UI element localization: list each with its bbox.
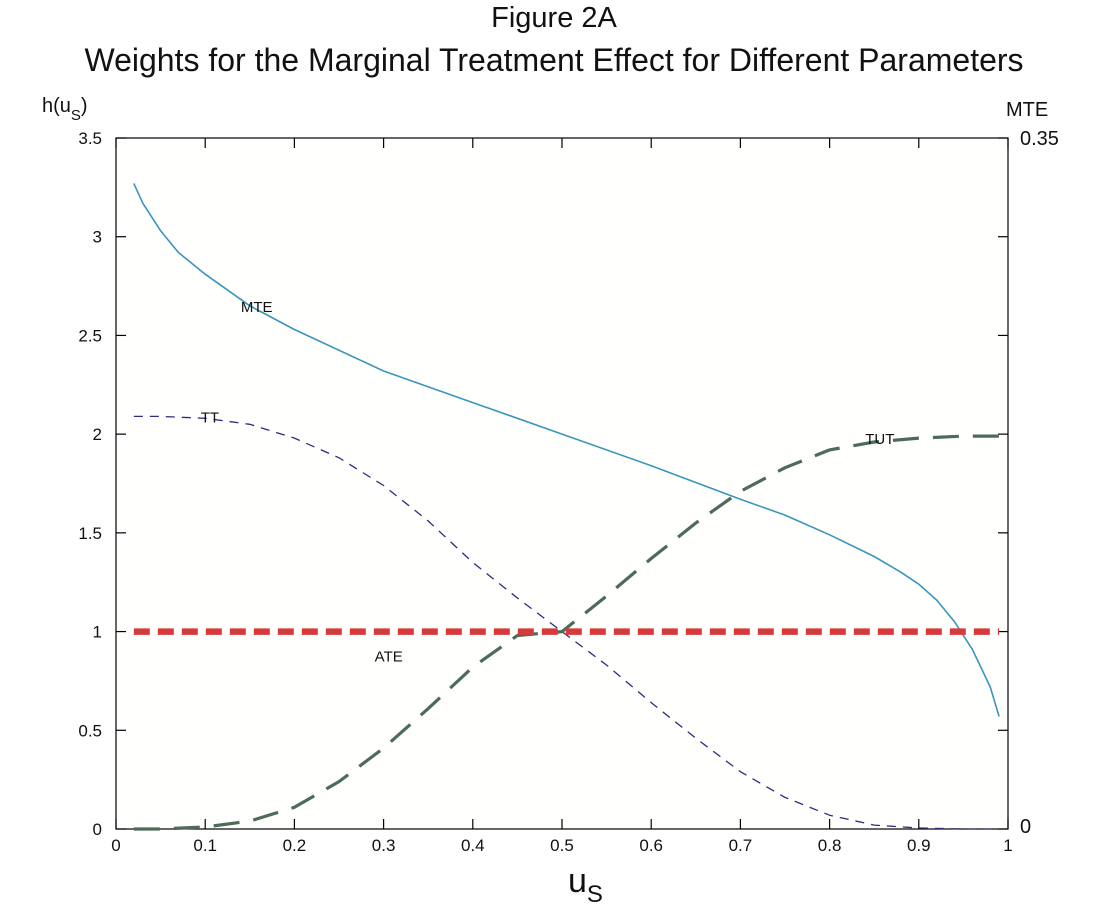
x-tick-label: 0.8 <box>818 836 842 855</box>
y-axis-label-text: h(u <box>42 95 71 117</box>
x-tick-label: 0.9 <box>907 836 931 855</box>
series-line-mte <box>133 183 1000 717</box>
y-tick-label: 0.5 <box>78 721 102 740</box>
y-tick-label: 2 <box>93 425 102 444</box>
axis-ticks: 0 0.1 0.2 0.3 0.4 0.5 0.6 0.7 0.8 0.9 1 0 0.5 1 1.5 2 2.… <box>78 129 1012 855</box>
y2-tick-label-top: 0.35 <box>1020 128 1059 150</box>
series-line-tut <box>133 434 1000 831</box>
series-annotation-ate: ATE <box>375 648 403 665</box>
x-axis-label-text: u <box>568 862 587 900</box>
figure-title: Figure 2A <box>491 2 617 34</box>
series-line-tt <box>133 415 1000 830</box>
annotation-layer: MTE TT TUT ATE <box>201 299 895 665</box>
y-tick-label: 0 <box>93 820 102 839</box>
y-axis-label-subscript: S <box>71 107 81 124</box>
x-tick-label: 0.5 <box>550 836 574 855</box>
y-axis-label: h(uS) <box>42 95 88 124</box>
y2-tick-label-bottom: 0 <box>1020 816 1031 838</box>
y-tick-label: 1.5 <box>78 524 102 543</box>
x-axis-label-subscript: S <box>587 881 603 908</box>
x-tick-label: 1 <box>1003 836 1012 855</box>
y-tick-label: 3.5 <box>78 129 102 148</box>
y2-axis-label: MTE <box>1006 99 1048 121</box>
y-tick-label: 2.5 <box>78 326 102 345</box>
x-tick-label: 0.1 <box>193 836 217 855</box>
y-axis-label-close: ) <box>81 95 88 117</box>
series-annotation-tt: TT <box>201 409 219 426</box>
y-tick-label: 3 <box>93 228 102 247</box>
x-tick-label: 0.6 <box>639 836 663 855</box>
series-annotation-tut: TUT <box>865 431 894 448</box>
y-tick-label: 1 <box>93 623 102 642</box>
x-tick-label: 0.7 <box>729 836 753 855</box>
x-tick-label: 0.4 <box>461 836 485 855</box>
plot-area <box>115 137 1009 830</box>
series-annotation-mte: MTE <box>241 299 273 316</box>
x-tick-label: 0.3 <box>372 836 396 855</box>
series-layer <box>133 183 1000 831</box>
figure-subtitle: Weights for the Marginal Treatment Effec… <box>84 42 1024 78</box>
x-tick-label: 0.2 <box>283 836 307 855</box>
x-tick-label: 0 <box>111 836 120 855</box>
x-axis-label: uS <box>568 862 603 908</box>
